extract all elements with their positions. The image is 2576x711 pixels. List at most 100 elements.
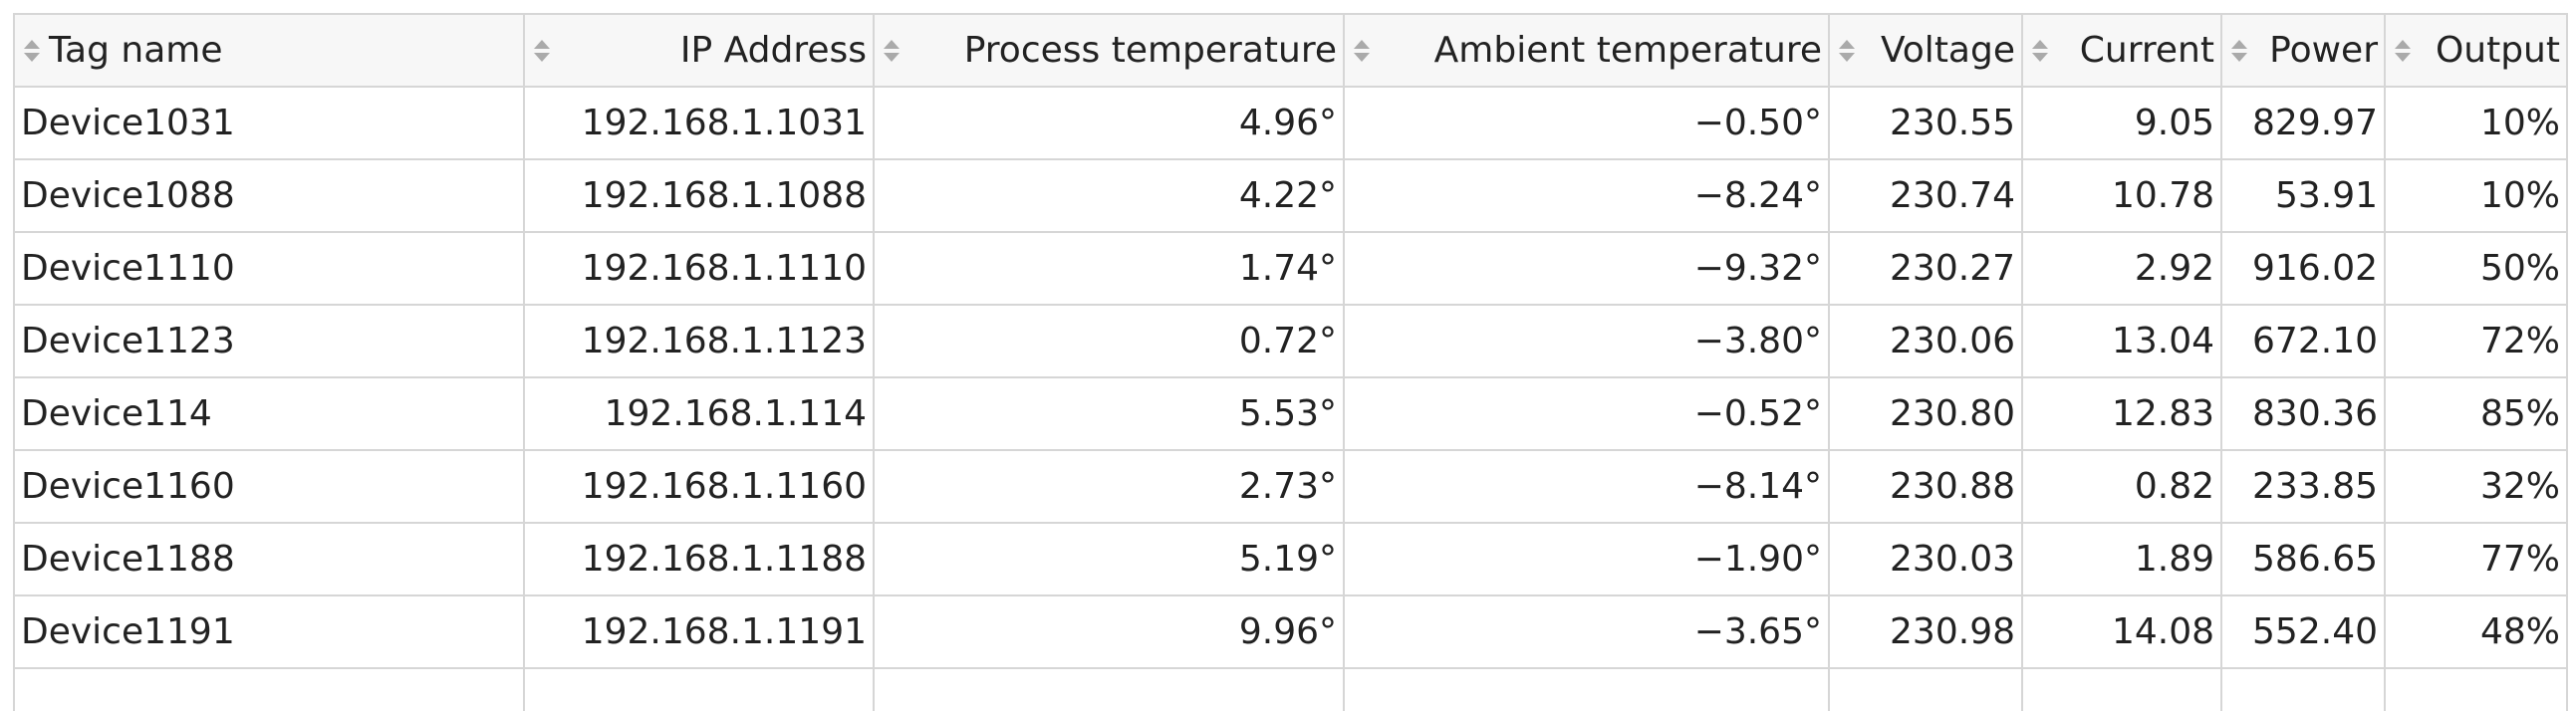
table-cell: Device114 [13, 376, 525, 451]
column-header[interactable]: Current [2021, 13, 2222, 88]
table-row: Device1031 192.168.1.1031 4.96° −0.50° 230.5… [13, 86, 2568, 160]
sort-icon[interactable] [1351, 37, 1373, 65]
table-cell: −0.50° [1343, 86, 1830, 160]
table-cell: Device1110 [13, 231, 525, 306]
column-header[interactable]: Process temperature [873, 13, 1345, 88]
table-cell: 4.22° [873, 158, 1345, 233]
table-cell [523, 667, 875, 711]
table-cell: 48% [2384, 594, 2568, 669]
table-row: Device1110 192.168.1.1110 1.74° −9.32° 230.2… [13, 231, 2568, 306]
table-cell: 192.168.1.1123 [523, 304, 875, 378]
table-cell [1828, 667, 2023, 711]
table-row: Device1191 192.168.1.1191 9.96° −3.65° 230.9… [13, 594, 2568, 669]
table-cell [2021, 667, 2222, 711]
sort-icon[interactable] [2228, 37, 2250, 65]
table-cell: −8.14° [1343, 449, 1830, 524]
table-cell: 0.82 [2021, 449, 2222, 524]
table-cell: 2.73° [873, 449, 1345, 524]
table-cell: 0.72° [873, 304, 1345, 378]
table-cell: 2.92 [2021, 231, 2222, 306]
sort-icon[interactable] [1836, 37, 1858, 65]
table-row: Device1123 192.168.1.1123 0.72° −3.80° 230.0… [13, 304, 2568, 378]
column-label: Power [2269, 30, 2378, 71]
table-cell: 233.85 [2220, 449, 2386, 524]
column-label: Current [2079, 30, 2214, 71]
table-cell: 192.168.1.1088 [523, 158, 875, 233]
table-row: Device1188 192.168.1.1188 5.19° −1.90° 230.0… [13, 522, 2568, 596]
table-cell: 85% [2384, 376, 2568, 451]
table-cell: Device1191 [13, 594, 525, 669]
header-row: Tag name IP Address Process temperature Amb… [13, 13, 2568, 88]
table-cell: 14.08 [2021, 594, 2222, 669]
table-cell: Device1031 [13, 86, 525, 160]
table-cell: 5.19° [873, 522, 1345, 596]
partial-row [13, 667, 2568, 711]
table-row: Device1088 192.168.1.1088 4.22° −8.24° 230.7… [13, 158, 2568, 233]
table-cell [2384, 667, 2568, 711]
table-cell: −9.32° [1343, 231, 1830, 306]
table-cell: 77% [2384, 522, 2568, 596]
table-cell: −3.65° [1343, 594, 1830, 669]
table-cell [873, 667, 1345, 711]
column-label: Output [2435, 30, 2560, 71]
table-cell: 192.168.1.114 [523, 376, 875, 451]
table-cell: 9.96° [873, 594, 1345, 669]
sort-icon[interactable] [2392, 37, 2414, 65]
table-row: Device114 192.168.1.114 5.53° −0.52° 230.80 1… [13, 376, 2568, 451]
table-cell [1343, 667, 1830, 711]
column-header[interactable]: Tag name [13, 13, 525, 88]
column-label: Tag name [49, 30, 223, 71]
table-cell: Device1088 [13, 158, 525, 233]
table-cell: 192.168.1.1191 [523, 594, 875, 669]
table-cell: Device1123 [13, 304, 525, 378]
sort-icon[interactable] [881, 37, 902, 65]
table-cell: 230.74 [1828, 158, 2023, 233]
table-cell: 586.65 [2220, 522, 2386, 596]
table-cell: 4.96° [873, 86, 1345, 160]
table-cell: 829.97 [2220, 86, 2386, 160]
table-cell: 32% [2384, 449, 2568, 524]
sort-icon[interactable] [21, 37, 43, 65]
table-cell: 192.168.1.1188 [523, 522, 875, 596]
table-cell: −1.90° [1343, 522, 1830, 596]
column-header[interactable]: Voltage [1828, 13, 2023, 88]
table-cell: 192.168.1.1031 [523, 86, 875, 160]
column-header[interactable]: Ambient temperature [1343, 13, 1830, 88]
column-label: Voltage [1880, 30, 2015, 71]
table-cell: Device1188 [13, 522, 525, 596]
column-label: IP Address [679, 30, 867, 71]
table-cell: Device1160 [13, 449, 525, 524]
table-cell: −8.24° [1343, 158, 1830, 233]
column-header[interactable]: IP Address [523, 13, 875, 88]
sort-icon[interactable] [531, 37, 553, 65]
column-label: Ambient temperature [1433, 30, 1822, 71]
table-cell: 230.27 [1828, 231, 2023, 306]
table-cell: 230.88 [1828, 449, 2023, 524]
table-cell: 230.55 [1828, 86, 2023, 160]
table-cell: 13.04 [2021, 304, 2222, 378]
table-cell: −0.52° [1343, 376, 1830, 451]
table-cell [2220, 667, 2386, 711]
column-label: Process temperature [963, 30, 1337, 71]
data-table: Tag name IP Address Process temperature Amb… [13, 13, 2568, 711]
table-cell: 10.78 [2021, 158, 2222, 233]
table-cell: 552.40 [2220, 594, 2386, 669]
table-cell: 10% [2384, 86, 2568, 160]
table-cell: 50% [2384, 231, 2568, 306]
table-cell: 916.02 [2220, 231, 2386, 306]
table-cell: −3.80° [1343, 304, 1830, 378]
table-cell [13, 667, 525, 711]
table-row: Device1160 192.168.1.1160 2.73° −8.14° 230.8… [13, 449, 2568, 524]
table-cell: 1.89 [2021, 522, 2222, 596]
sort-icon[interactable] [2029, 37, 2051, 65]
table-cell: 5.53° [873, 376, 1345, 451]
table-cell: 230.80 [1828, 376, 2023, 451]
table-cell: 53.91 [2220, 158, 2386, 233]
table-cell: 230.98 [1828, 594, 2023, 669]
table-cell: 830.36 [2220, 376, 2386, 451]
column-header[interactable]: Power [2220, 13, 2386, 88]
table-cell: 672.10 [2220, 304, 2386, 378]
column-header[interactable]: Output [2384, 13, 2568, 88]
table-cell: 192.168.1.1110 [523, 231, 875, 306]
